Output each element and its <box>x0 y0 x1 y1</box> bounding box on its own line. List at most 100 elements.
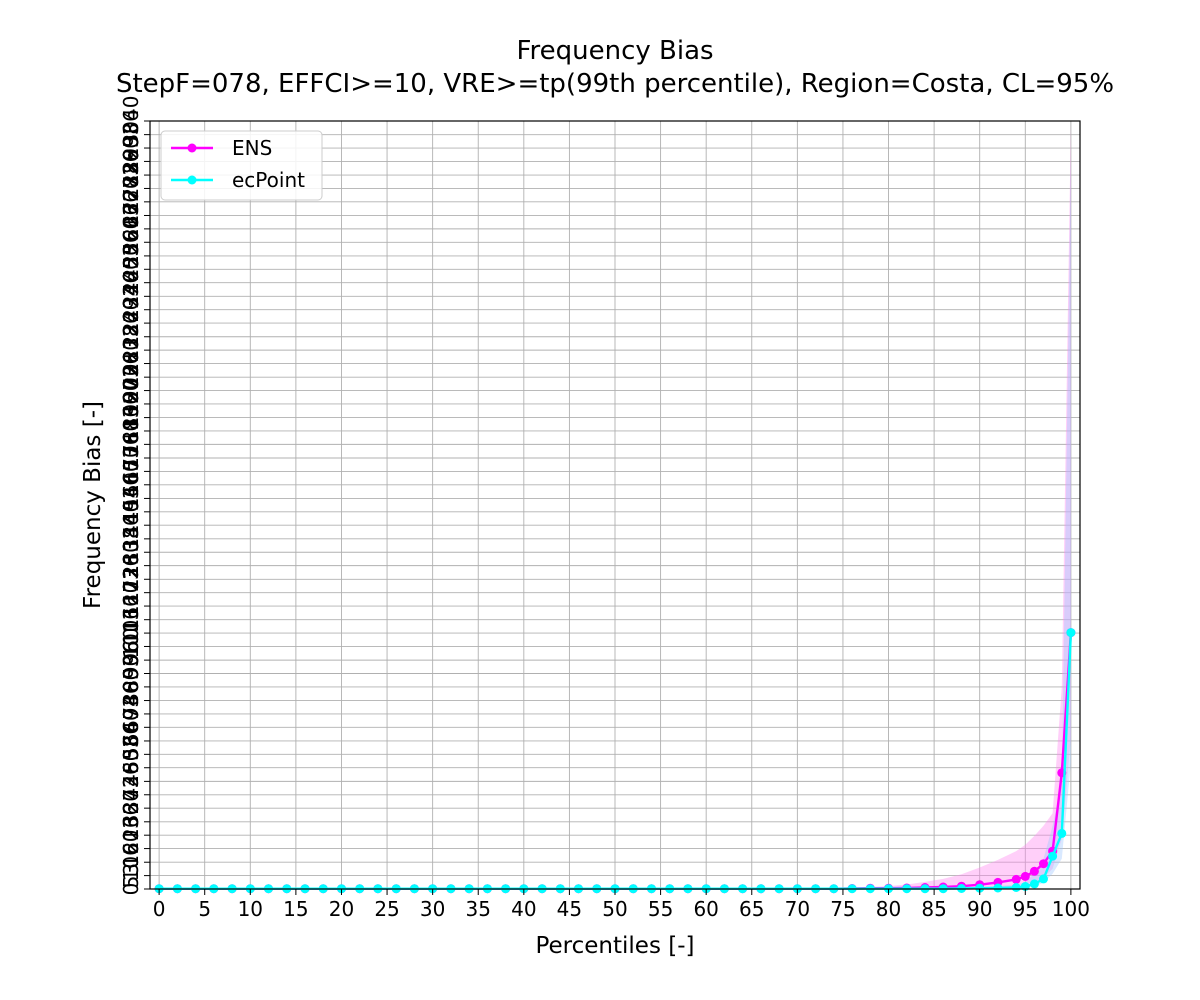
y-tick-label: 2186 <box>119 311 143 362</box>
legend-label-ecpoint: ecPoint <box>232 168 305 192</box>
grid-lines <box>150 120 1080 890</box>
x-tick-label: 35 <box>466 897 491 921</box>
y-tick-label: 960 <box>119 627 143 665</box>
y-tick-label: 0 <box>119 883 143 896</box>
y-tick-label: 906 <box>119 641 143 679</box>
y-tick-label: 1280 <box>119 540 143 591</box>
x-tick-label: 5 <box>198 897 211 921</box>
x-axis-label: Percentiles [-] <box>535 933 694 959</box>
y-tick-label: 2933 <box>119 123 143 174</box>
x-tick-label: 50 <box>602 897 627 921</box>
x-tick-label: 45 <box>557 897 582 921</box>
x-tick-label: 70 <box>785 897 810 921</box>
y-tick-label: 320 <box>119 789 143 827</box>
x-tick-label: 55 <box>648 897 673 921</box>
plot-area-frame <box>149 120 1081 890</box>
y-tick-label: 746 <box>119 681 143 719</box>
y-tick-label: 2720 <box>119 176 143 227</box>
y-tick-label: 480 <box>119 749 143 787</box>
x-tick-label: 95 <box>1013 897 1038 921</box>
data-point <box>1048 851 1058 861</box>
y-tick-label: 2400 <box>119 257 143 308</box>
y-tick-label: 533 <box>119 735 143 773</box>
y-tick-label: 213 <box>119 816 143 854</box>
data-point <box>1029 866 1039 876</box>
x-tick-label: 30 <box>420 897 445 921</box>
y-tick-label: 1760 <box>119 419 143 470</box>
x-tick-label: 10 <box>238 897 263 921</box>
x-tick-label: 85 <box>921 897 946 921</box>
y-tick-label: 2293 <box>119 284 143 335</box>
y-tick-label: 2080 <box>119 338 143 389</box>
x-tick-label: 20 <box>329 897 354 921</box>
y-tick-label: 1226 <box>119 554 143 605</box>
y-axis-ticks: 0531061602132663203734264805335866406937… <box>119 96 150 896</box>
y-tick-label: 2506 <box>119 230 143 281</box>
data-point <box>1039 859 1048 869</box>
x-tick-label: 40 <box>511 897 536 921</box>
legend-marker-ecpoint <box>187 175 197 185</box>
legend-marker-ens <box>187 143 197 153</box>
y-tick-label: 2346 <box>119 271 143 322</box>
legend-entry-ens: ENS <box>171 136 272 160</box>
y-tick-label: 1866 <box>119 392 143 443</box>
y-tick-label: 2826 <box>119 150 143 201</box>
data-point <box>1011 874 1021 884</box>
y-tick-label: 3040 <box>119 96 143 147</box>
legend: ENS ecPoint <box>160 130 323 201</box>
y-tick-label: 1493 <box>119 486 143 537</box>
y-tick-label: 53 <box>119 863 143 888</box>
x-tick-label: 90 <box>967 897 992 921</box>
x-tick-label: 65 <box>739 897 764 921</box>
y-tick-label: 853 <box>119 654 143 692</box>
data-point <box>975 883 985 893</box>
y-tick-label: 2880 <box>119 136 143 187</box>
y-tick-label: 693 <box>119 695 143 733</box>
x-tick-label: 60 <box>693 897 718 921</box>
x-tick-label: 75 <box>830 897 855 921</box>
y-tick-label: 2666 <box>119 190 143 241</box>
y-tick-label: 373 <box>119 776 143 814</box>
data-point <box>993 883 1003 893</box>
y-tick-label: 1013 <box>119 608 143 659</box>
x-tick-label: 15 <box>283 897 308 921</box>
y-tick-label: 1173 <box>119 567 143 618</box>
y-tick-label: 1440 <box>119 500 143 551</box>
y-tick-label: 1653 <box>119 446 143 497</box>
y-tick-label: 106 <box>119 843 143 881</box>
y-tick-label: 1066 <box>119 594 143 645</box>
data-point <box>1029 879 1039 889</box>
legend-entry-ecpoint: ecPoint <box>171 168 305 192</box>
y-tick-label: 2133 <box>119 325 143 376</box>
y-tick-label: 1333 <box>119 527 143 578</box>
y-tick-label: 1386 <box>119 513 143 564</box>
y-tick-label: 1120 <box>119 581 143 632</box>
data-point <box>1066 628 1076 638</box>
y-tick-label: 426 <box>119 762 143 800</box>
y-tick-label: 2613 <box>119 203 143 254</box>
y-tick-label: 1546 <box>119 473 143 524</box>
data-point <box>1020 871 1030 881</box>
x-axis-ticks: 0 5 10 15 20 25 30 35 40 45 50 55 60 65 70 75 80 85 90 95 10… <box>153 889 1090 921</box>
x-tick-label: 80 <box>876 897 901 921</box>
legend-label-ens: ENS <box>232 136 272 160</box>
y-tick-label: 2026 <box>119 352 143 403</box>
y-tick-label: 640 <box>119 708 143 746</box>
y-tick-label: 800 <box>119 668 143 706</box>
title-group: Frequency Bias StepF=078, EFFCI>=10, VRE… <box>116 36 1114 99</box>
y-tick-label: 1600 <box>119 459 143 510</box>
y-tick-label: 2240 <box>119 298 143 349</box>
y-axis-label: Frequency Bias [-] <box>80 401 106 609</box>
y-tick-label: 2560 <box>119 217 143 268</box>
x-tick-label: 25 <box>374 897 399 921</box>
data-point <box>1039 874 1048 884</box>
x-tick-label: 100 <box>1052 897 1090 921</box>
y-tick-label: 1706 <box>119 433 143 484</box>
y-tick-label: 1813 <box>119 406 143 457</box>
chart-subtitle: StepF=078, EFFCI>=10, VRE>=tp(99th perce… <box>116 69 1114 99</box>
y-tick-label: 1973 <box>119 365 143 416</box>
x-tick-label: 0 <box>153 897 166 921</box>
chart-title: Frequency Bias <box>516 36 713 66</box>
y-tick-label: 160 <box>119 829 143 867</box>
